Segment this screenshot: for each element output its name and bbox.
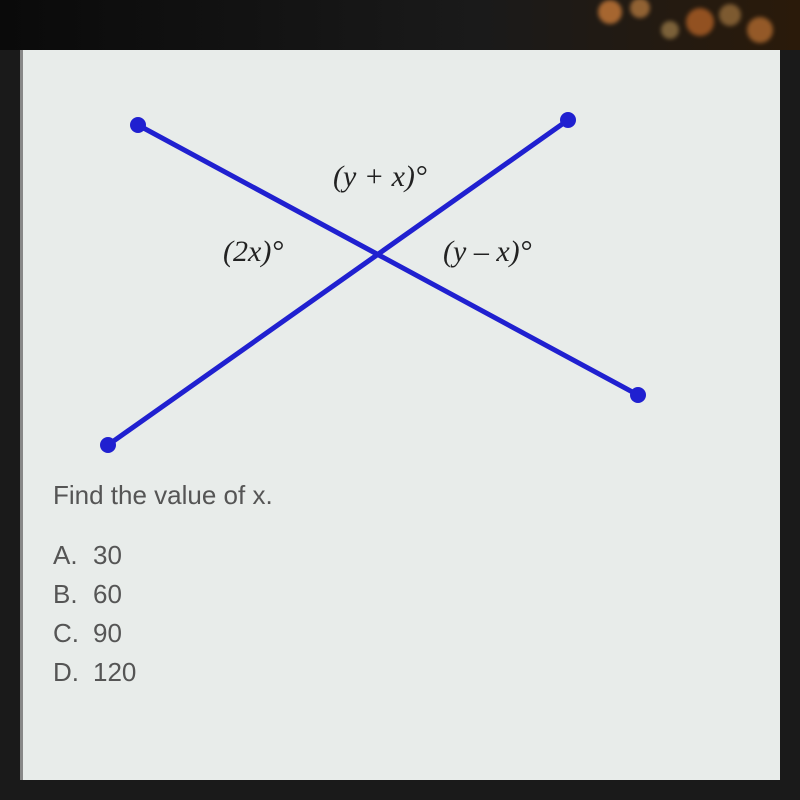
bokeh-light [686, 8, 714, 36]
line-endpoint [560, 112, 576, 128]
option-letter: A. [53, 536, 93, 575]
answer-option[interactable]: B.60 [53, 575, 750, 614]
option-value: 90 [93, 618, 122, 648]
option-letter: C. [53, 614, 93, 653]
question-area: Find the value of x. A.30B.60C.90D.120 [23, 470, 780, 702]
line-endpoint [130, 117, 146, 133]
angle-label-left: (2x)° [223, 235, 283, 269]
answer-option[interactable]: D.120 [53, 653, 750, 692]
bokeh-light [598, 0, 622, 24]
screen-content: (y + x)° (2x)° (y – x)° Find the value o… [20, 50, 780, 780]
option-value: 60 [93, 579, 122, 609]
options-list: A.30B.60C.90D.120 [53, 536, 750, 692]
angle-label-top: (y + x)° [333, 160, 427, 194]
answer-option[interactable]: A.30 [53, 536, 750, 575]
option-letter: D. [53, 653, 93, 692]
bokeh-light [661, 21, 679, 39]
bokeh-light [747, 17, 773, 43]
line-endpoint [630, 387, 646, 403]
question-text: Find the value of x. [53, 480, 750, 511]
answer-option[interactable]: C.90 [53, 614, 750, 653]
diagram-area: (y + x)° (2x)° (y – x)° [23, 50, 780, 470]
bokeh-light [719, 4, 741, 26]
bokeh-light [630, 0, 650, 18]
option-letter: B. [53, 575, 93, 614]
line-endpoint [100, 437, 116, 453]
intersecting-lines-diagram [23, 50, 783, 470]
dark-top-bar [0, 0, 800, 50]
photo-frame: (y + x)° (2x)° (y – x)° Find the value o… [0, 0, 800, 800]
angle-label-right: (y – x)° [443, 235, 532, 269]
option-value: 30 [93, 540, 122, 570]
option-value: 120 [93, 657, 136, 687]
